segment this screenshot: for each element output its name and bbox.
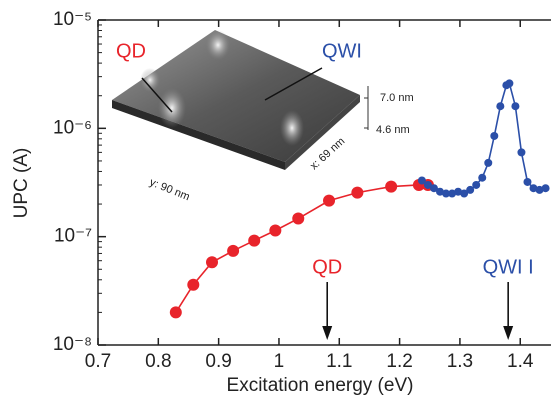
y-tick-label: 10⁻⁵ bbox=[53, 9, 92, 30]
inset-label: QWI bbox=[322, 40, 362, 62]
data-point bbox=[292, 213, 304, 225]
x-tick-label: 1.2 bbox=[386, 351, 412, 372]
chart: QD QWI 7.0 nm 4.6 nm y: 90 nm x: 69 nm E… bbox=[0, 0, 551, 405]
annotation-label: QWI I bbox=[483, 256, 534, 278]
x-tick-label: 0.8 bbox=[145, 351, 171, 372]
arrow-head bbox=[503, 326, 513, 340]
x-tick-label: 1 bbox=[274, 351, 285, 372]
arrow-head bbox=[322, 326, 332, 340]
data-point bbox=[496, 102, 504, 110]
y-axis-label: UPC (A) bbox=[11, 148, 32, 219]
data-point bbox=[206, 256, 218, 268]
data-point bbox=[269, 225, 281, 237]
data-point bbox=[511, 102, 519, 110]
data-point bbox=[484, 159, 492, 167]
afm-peak bbox=[206, 30, 230, 60]
data-point bbox=[227, 245, 239, 257]
data-point bbox=[385, 181, 397, 193]
data-point bbox=[351, 187, 363, 199]
data-point bbox=[517, 148, 525, 156]
x-axis-label: Excitation energy (eV) bbox=[227, 375, 414, 396]
data-point bbox=[490, 132, 498, 140]
data-point bbox=[323, 195, 335, 207]
series-line bbox=[176, 185, 428, 312]
scale-label: 7.0 nm bbox=[380, 92, 414, 104]
data-point bbox=[170, 306, 182, 318]
data-point bbox=[505, 79, 513, 87]
data-point bbox=[523, 178, 531, 186]
annotation-label: QD bbox=[312, 256, 342, 278]
data-point bbox=[248, 235, 260, 247]
inset-label: QD bbox=[116, 40, 146, 62]
inset-afm-image: QD QWI 7.0 nm 4.6 nm y: 90 nm x: 69 nm bbox=[112, 30, 414, 203]
data-point bbox=[472, 181, 480, 189]
x-tick-label: 1.3 bbox=[447, 351, 473, 372]
inset-dimension: y: 90 nm bbox=[148, 176, 192, 203]
x-tick-label: 0.9 bbox=[205, 351, 231, 372]
scale-label: 4.6 nm bbox=[376, 124, 410, 136]
afm-peak bbox=[158, 88, 186, 128]
x-tick-label: 1.4 bbox=[507, 351, 534, 372]
y-tick-label: 10⁻⁶ bbox=[53, 117, 92, 138]
data-point bbox=[478, 174, 486, 182]
afm-peak bbox=[280, 110, 304, 146]
x-tick-label: 1.1 bbox=[326, 351, 352, 372]
y-tick-label: 10⁻⁷ bbox=[54, 226, 92, 247]
data-point bbox=[187, 279, 199, 291]
data-point bbox=[542, 184, 550, 192]
y-tick-label: 10⁻⁸ bbox=[53, 334, 92, 355]
